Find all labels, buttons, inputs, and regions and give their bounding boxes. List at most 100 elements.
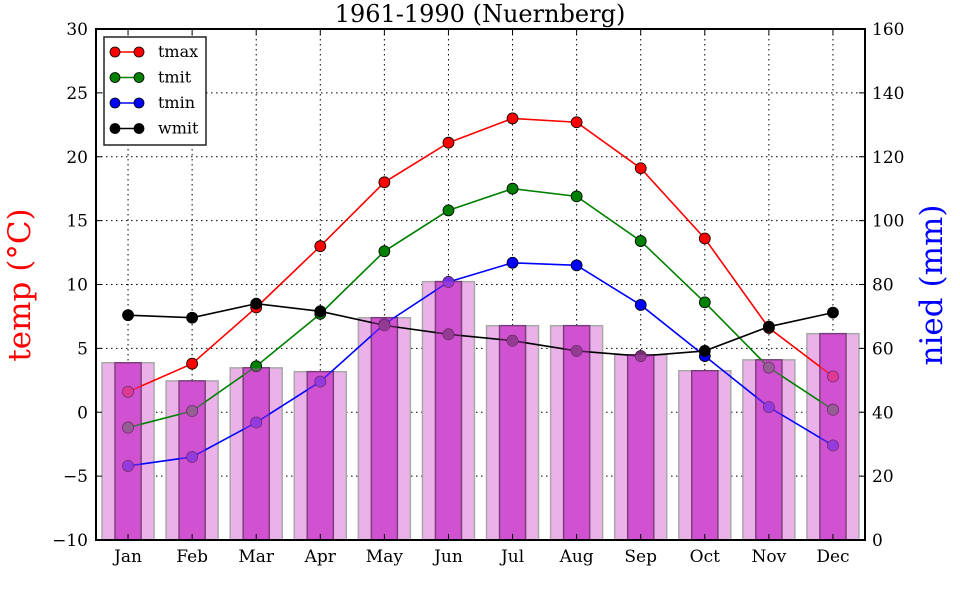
y-tick-label-left: 10	[66, 276, 88, 296]
bar-tint	[243, 367, 270, 540]
y-tick-label-right: 100	[872, 212, 904, 232]
bar-tint	[307, 371, 334, 540]
point-tint	[571, 345, 583, 357]
y-axis-label-left: temp (°C)	[2, 208, 38, 361]
legend-item-tmit: tmit	[109, 68, 192, 87]
point-tmin-aug	[570, 259, 583, 272]
bar-tint	[115, 362, 142, 540]
point-tint	[763, 362, 775, 374]
legend-item-wmit: wmit	[109, 119, 199, 138]
bar-narrow-nov	[755, 359, 783, 541]
point-tmit-oct	[698, 296, 711, 309]
point-tint	[507, 335, 519, 347]
bar-narrow-sep	[626, 354, 655, 541]
bar-tint	[563, 325, 590, 540]
x-tick-label-apr: Apr	[304, 547, 337, 567]
bar-narrow-may	[370, 316, 399, 541]
point-tint	[442, 276, 454, 288]
legend-marker	[133, 46, 145, 58]
legend-label: tmit	[158, 68, 192, 87]
legend-marker	[109, 97, 121, 109]
y-tick-label-right: 20	[872, 467, 894, 487]
x-tick-label-feb: Feb	[176, 547, 208, 567]
y-tick-label-left: 30	[66, 20, 88, 40]
y-tick-label-left: 15	[66, 212, 88, 232]
y-tick-label-right: 60	[872, 339, 894, 359]
y-tick-label-right: 140	[872, 84, 904, 104]
point-tmit-jul	[506, 182, 519, 195]
chart-title: 1961-1990 (Nuernberg)	[335, 0, 626, 28]
point-tint	[827, 370, 839, 382]
precipitation-bars	[101, 280, 860, 541]
line-tmin	[127, 261, 834, 467]
bar-tint	[371, 317, 398, 540]
point-tint	[186, 451, 198, 463]
point-wmit-jan	[122, 309, 134, 322]
point-tmax-feb	[186, 357, 199, 370]
axis-ticks: −10 −5 0 5 10 15 20 25 30 0 20 40 60 80 100 120 140 160 Ja…	[52, 20, 904, 567]
point-tmit-sep	[634, 235, 647, 247]
point-tint	[122, 386, 134, 398]
bar-narrow-jun	[434, 280, 463, 541]
x-tick-label-jan: Jan	[112, 547, 142, 567]
legend-box	[103, 36, 207, 146]
line-tmit	[127, 187, 834, 429]
point-tint	[122, 422, 134, 434]
bar-narrow-dec	[819, 332, 847, 541]
point-tmit-jun	[442, 204, 455, 217]
bar-tint	[755, 359, 782, 540]
x-tick-label-dec: Dec	[816, 547, 849, 567]
point-wmit-mar	[250, 297, 263, 310]
point-tmax-apr	[314, 240, 327, 253]
point-wmit-apr	[314, 305, 327, 318]
bar-tint	[819, 333, 846, 540]
bar-tint	[435, 281, 462, 540]
line-tmax	[127, 117, 834, 393]
point-tint	[378, 319, 390, 331]
legend-marker	[109, 123, 121, 134]
legend-marker	[133, 72, 145, 83]
series-wmit	[122, 297, 839, 362]
line-wmit	[128, 302, 834, 357]
legend-label: wmit	[158, 119, 199, 138]
y-tick-label-right: 120	[872, 148, 904, 168]
y-tick-label-left: −5	[63, 467, 88, 487]
temperature-lines	[115, 112, 846, 540]
point-wmit-dec	[827, 306, 839, 319]
bar-tint	[691, 370, 718, 540]
point-tint	[763, 401, 775, 413]
x-tick-label-sep: Sep	[624, 547, 657, 567]
y-tick-label-left: −10	[52, 531, 88, 551]
y-tick-label-left: 0	[77, 403, 88, 423]
x-tick-label-jul: Jul	[499, 547, 524, 567]
point-tint	[827, 404, 839, 416]
legend-marker	[109, 46, 121, 58]
point-tmit-aug	[570, 190, 583, 203]
legend-item-tmin: tmin	[109, 93, 195, 112]
y-axis-label-right: nied (mm)	[914, 205, 950, 366]
point-tmax-jun	[442, 136, 455, 149]
x-tick-label-nov: Nov	[752, 547, 787, 567]
bar-narrow-jul	[498, 324, 527, 541]
legend-label: tmax	[158, 42, 198, 61]
point-tint	[250, 416, 262, 428]
y-tick-label-left: 5	[77, 339, 88, 359]
point-tint	[827, 439, 839, 451]
y-tick-label-right: 0	[872, 531, 883, 551]
point-tmin-sep	[634, 299, 647, 311]
bar-narrow-oct	[691, 369, 719, 541]
point-wmit-oct	[698, 345, 711, 357]
point-tint	[442, 328, 454, 340]
y-tick-label-left: 25	[66, 84, 88, 104]
x-tick-label-mar: Mar	[238, 547, 275, 567]
bar-tint	[499, 325, 526, 540]
series-tmit	[122, 182, 839, 434]
series-tmax	[122, 112, 839, 398]
y-tick-label-right: 40	[872, 403, 894, 423]
point-tmit-mar	[250, 360, 263, 373]
point-tmax-may	[378, 176, 391, 189]
legend-marker	[109, 72, 121, 83]
x-tick-label-aug: Aug	[559, 547, 594, 567]
y-tick-label-left: 20	[66, 148, 88, 168]
legend-item-tmax: tmax	[109, 42, 198, 61]
